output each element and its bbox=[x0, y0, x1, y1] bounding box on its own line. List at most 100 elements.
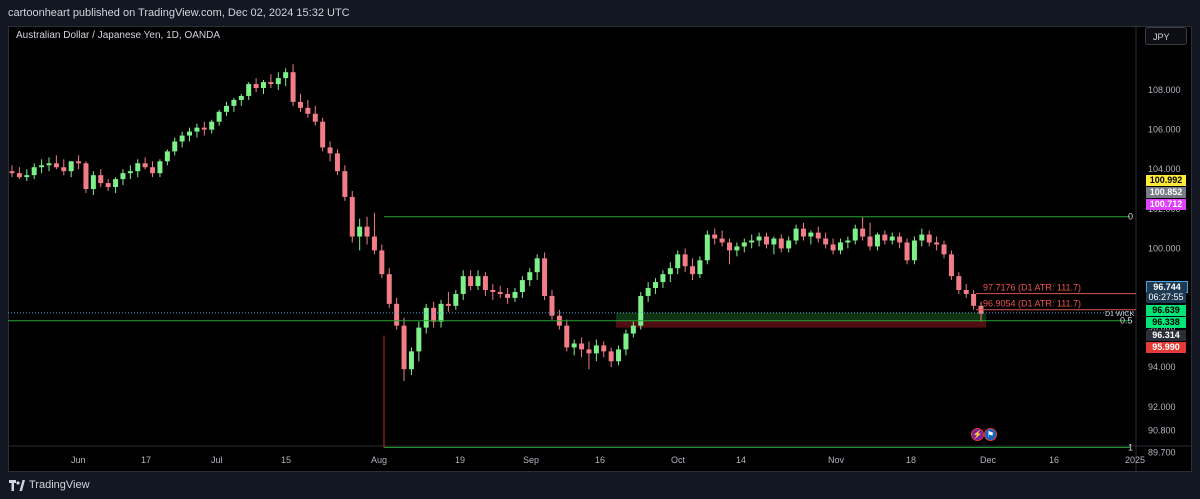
candle-body bbox=[608, 351, 614, 362]
candle bbox=[771, 236, 777, 255]
candle bbox=[90, 171, 96, 195]
candle-body bbox=[948, 254, 954, 277]
candle bbox=[490, 284, 496, 300]
candle bbox=[579, 337, 585, 358]
candle bbox=[808, 230, 814, 245]
candle-body bbox=[808, 232, 814, 237]
candle-body bbox=[386, 274, 392, 304]
candle-body bbox=[408, 351, 414, 370]
candle-body bbox=[224, 105, 230, 112]
d1-wick-zone bbox=[616, 312, 986, 321]
price-tag-green-1: 96.639 bbox=[1146, 305, 1186, 316]
candle-body bbox=[342, 171, 348, 197]
candle-body bbox=[460, 276, 466, 294]
candle-body bbox=[135, 163, 141, 172]
candle bbox=[571, 339, 577, 356]
candle bbox=[379, 244, 385, 279]
candle-body bbox=[216, 111, 222, 122]
candle-body bbox=[194, 127, 200, 132]
tradingview-logo-icon[interactable] bbox=[9, 480, 25, 491]
candle-body bbox=[763, 236, 769, 245]
candle-body bbox=[105, 183, 111, 188]
candle bbox=[157, 159, 163, 178]
candle bbox=[564, 319, 570, 352]
candle-body bbox=[305, 107, 311, 114]
candle-body bbox=[837, 242, 843, 251]
candle bbox=[882, 230, 888, 245]
price-tick-label: 94.000 bbox=[1148, 362, 1176, 372]
candle bbox=[120, 169, 126, 186]
candle-body bbox=[90, 175, 96, 190]
candle bbox=[653, 278, 659, 294]
footer-bar: TradingView bbox=[0, 472, 1200, 499]
candle bbox=[778, 234, 784, 253]
price-tick-label: 108.000 bbox=[1148, 85, 1181, 95]
candle-body bbox=[690, 266, 696, 275]
candle-body bbox=[46, 163, 52, 166]
candle bbox=[704, 230, 710, 265]
candlestick-chart[interactable]: 0 0.5 1 97.7176 (D1 ATR: 111.7) 96.9054 (D1 … bbox=[8, 26, 1192, 472]
candle-body bbox=[586, 349, 592, 354]
time-tick-label: 14 bbox=[736, 455, 746, 465]
candle bbox=[357, 218, 363, 251]
candle-body bbox=[416, 327, 422, 352]
candle-body bbox=[327, 147, 333, 154]
candle-body bbox=[601, 345, 607, 352]
candle bbox=[297, 93, 303, 112]
symbol-title[interactable]: Australian Dollar / Japanese Yen, 1D, OA… bbox=[16, 30, 220, 41]
candle bbox=[934, 236, 940, 251]
candle-body bbox=[852, 228, 858, 241]
candle bbox=[408, 347, 414, 376]
candle-body bbox=[290, 72, 296, 102]
atr-label: 97.7176 (D1 ATR: 111.7) bbox=[983, 283, 1081, 293]
candle bbox=[216, 109, 222, 126]
candle-body bbox=[771, 238, 777, 245]
candle bbox=[142, 157, 148, 170]
candle-body bbox=[616, 349, 622, 362]
candle-body bbox=[564, 325, 570, 348]
currency-button[interactable]: JPY bbox=[1145, 27, 1187, 45]
candle bbox=[224, 101, 230, 116]
price-axis[interactable]: 108.000106.000104.000102.000100.00098.00… bbox=[1148, 85, 1181, 457]
candle bbox=[904, 238, 910, 265]
price-tag-countdown: 06:27:55 bbox=[1146, 292, 1186, 303]
candle bbox=[830, 238, 836, 255]
candle-body bbox=[238, 95, 244, 100]
candle bbox=[238, 93, 244, 106]
candle bbox=[275, 72, 281, 91]
fib-label-0: 0 bbox=[1128, 212, 1133, 222]
price-tick-label: 90.800 bbox=[1148, 426, 1176, 436]
candle-body bbox=[823, 238, 829, 245]
candle-body bbox=[24, 175, 30, 178]
candle-body bbox=[675, 254, 681, 269]
candle-body bbox=[275, 78, 281, 85]
candle-body bbox=[778, 238, 784, 249]
candle-body bbox=[39, 165, 45, 168]
candle bbox=[527, 268, 533, 287]
candle bbox=[475, 270, 481, 290]
candle-body bbox=[697, 260, 703, 275]
flag-icon[interactable]: ⚑ bbox=[984, 428, 997, 441]
candle bbox=[616, 345, 622, 366]
lightning-icon[interactable]: ⚡ bbox=[971, 428, 984, 441]
candle-body bbox=[349, 196, 355, 237]
candle-body bbox=[201, 127, 207, 130]
chart-frame[interactable] bbox=[8, 26, 1192, 472]
candle bbox=[231, 97, 237, 112]
price-tag-grey: 100.852 bbox=[1146, 187, 1186, 198]
candle-body bbox=[497, 291, 503, 294]
price-tag-magenta: 100.712 bbox=[1146, 199, 1186, 210]
brand-name[interactable]: TradingView bbox=[29, 479, 90, 491]
candle-body bbox=[712, 234, 718, 239]
candle bbox=[837, 238, 843, 255]
candle bbox=[194, 123, 200, 138]
time-axis[interactable]: Jun 17 Jul 15 Aug 19 Sep 16 Oct 14 Nov 18 Dec 16 2025 bbox=[71, 455, 1145, 465]
candle bbox=[290, 64, 296, 106]
candle-body bbox=[423, 307, 429, 328]
candle-body bbox=[926, 234, 932, 243]
attribution-text: cartoonheart published on TradingView.co… bbox=[8, 7, 350, 19]
candle bbox=[956, 272, 962, 294]
time-tick-label: 15 bbox=[281, 455, 291, 465]
candle-body bbox=[874, 234, 880, 247]
candle bbox=[800, 222, 806, 241]
